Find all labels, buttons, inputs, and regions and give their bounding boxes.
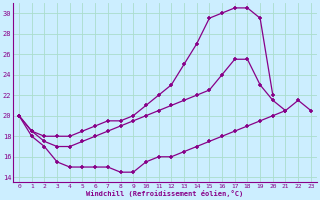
X-axis label: Windchill (Refroidissement éolien,°C): Windchill (Refroidissement éolien,°C) [86, 190, 244, 197]
